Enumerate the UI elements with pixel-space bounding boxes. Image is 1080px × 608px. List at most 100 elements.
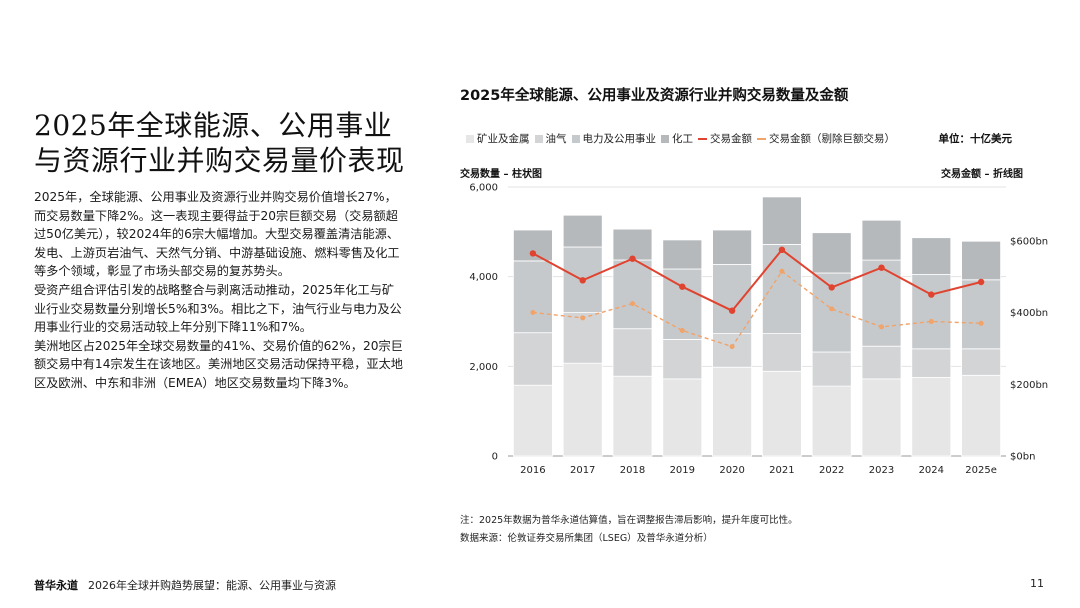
page-number: 11 (1030, 577, 1044, 590)
line-deal-value-ex (532, 270, 982, 348)
point-deal-value (728, 307, 736, 314)
bar-oil-gas (761, 333, 802, 372)
page-title: 2025年全球能源、公用事业与资源行业并购交易量价表现 (34, 109, 405, 177)
legend-swatch-chemicals (661, 134, 669, 143)
bar-power (761, 244, 802, 334)
bar-chemicals (662, 239, 703, 270)
x-tick-label: 2019 (670, 465, 695, 476)
footer-report-title: 2026年全球并购趋势展望：能源、公用事业与资源 (88, 579, 336, 592)
legend-item-power: 电力及公用事业 (571, 131, 657, 146)
bar-mining (662, 378, 703, 457)
left-axis-title: 交易数量 – 柱状图 (460, 169, 542, 180)
bar-power (911, 274, 952, 350)
bar-power (662, 268, 703, 340)
chart-note: 注：2025年数据为普华永道估算值，旨在调整报告滞后影响，提升年度可比性。 (460, 515, 798, 526)
bar-oil-gas (662, 338, 703, 380)
bar-chemicals (861, 219, 902, 261)
bar-power (612, 259, 653, 330)
point-deal-value-ex (679, 328, 685, 333)
right-tick-label: $0bn (1010, 452, 1035, 463)
unit-label: 单位：十亿美元 (938, 133, 1013, 145)
right-tick-label: $200bn (1010, 380, 1048, 391)
point-deal-value (878, 264, 885, 271)
bar-chemicals (712, 229, 753, 265)
bar-mining (562, 362, 603, 457)
right-axis-title: 交易金额 – 折线图 (941, 169, 1023, 180)
point-deal-value-ex (879, 324, 884, 330)
bar-mining (811, 385, 852, 457)
point-deal-value (579, 277, 586, 284)
left-tick-label: 6,000 (469, 183, 498, 194)
point-deal-value-ex (580, 315, 586, 321)
bar-oil-gas (513, 332, 553, 386)
x-tick-label: 2022 (819, 465, 844, 476)
legend-label-chemicals: 化工 (672, 133, 693, 145)
body-text: 2025年，全球能源、公用事业及资源行业并购交易价值增长27%，而交易数量下降2… (34, 188, 406, 393)
x-tick-label: 2023 (869, 465, 894, 476)
combo-chart: 0 2,000 4,000 6,000 $0bn $200bn $400bn $600bn 20… (469, 183, 1048, 477)
chart-legend: 矿业及金属 油气 电力及公用事业 化工 交易金额 交易金额（剔除巨额交易） (466, 131, 900, 146)
footer-brand: 普华永道 (34, 579, 78, 592)
legend-swatch-mining (466, 134, 474, 143)
left-tick-label: 2,000 (469, 362, 498, 373)
bar-oil-gas (612, 328, 653, 377)
point-deal-value (977, 278, 985, 286)
point-deal-value (629, 255, 636, 262)
legend-swatch-power (571, 134, 580, 143)
point-deal-value-ex (729, 344, 735, 350)
legend-item-oil-gas: 油气 (534, 131, 567, 146)
footer: 普华永道 2026年全球并购趋势展望：能源、公用事业与资源 (34, 577, 336, 593)
point-deal-value (679, 283, 686, 290)
line-deal-value (532, 248, 982, 312)
legend-label-oil-gas: 油气 (545, 133, 567, 145)
point-deal-value (778, 246, 786, 253)
legend-item-deal-value: 交易金额 (698, 131, 752, 146)
bar-power (961, 279, 1002, 350)
bar-chemicals (811, 232, 852, 274)
paragraph-3: 美洲地区占2025年全球交易数量的41%、交易价值的62%，20宗巨额交易中有1… (34, 338, 403, 390)
left-tick-label: 0 (492, 452, 498, 463)
bar-chemicals (761, 196, 802, 245)
legend-label-mining: 矿业及金属 (477, 133, 530, 145)
bar-oil-gas (562, 312, 603, 364)
bar-mining (761, 370, 802, 457)
point-deal-value-ex (630, 301, 635, 307)
bar-mining (712, 366, 753, 457)
chart-title: 2025年全球能源、公用事业及资源行业并购交易数量及金额 (460, 88, 849, 104)
legend-swatch-deal-value-ex (757, 137, 766, 140)
point-deal-value-ex (829, 306, 835, 312)
point-deal-value-ex (978, 320, 984, 326)
point-deal-value-ex (928, 319, 934, 324)
bar-mining (612, 375, 653, 457)
bar-chemicals (612, 228, 653, 261)
x-tick-label: 2021 (769, 465, 794, 476)
bar-chemicals (961, 240, 1002, 281)
point-deal-value (928, 291, 935, 298)
x-tick-label: 2025e (965, 465, 997, 476)
bar-oil-gas (911, 348, 952, 378)
x-tick-label: 2016 (520, 465, 545, 476)
point-deal-value-ex (530, 310, 536, 315)
point-deal-value-ex (779, 268, 785, 274)
legend-item-chemicals: 化工 (661, 131, 693, 146)
x-tick-label: 2017 (570, 465, 595, 476)
bar-oil-gas (961, 348, 1002, 376)
bar-power (712, 264, 753, 334)
legend-swatch-oil-gas (534, 134, 543, 143)
bar-mining (861, 378, 902, 457)
bar-chemicals (562, 214, 603, 248)
paragraph-2: 受资产组合评估引发的战略整合与剥离活动推动，2025年化工与矿业行业交易数量分别… (34, 282, 402, 335)
bar-oil-gas (861, 345, 902, 380)
legend-item-deal-value-ex: 交易金额（剔除巨额交易） (757, 131, 895, 146)
point-deal-value (828, 284, 835, 291)
bar-mining (961, 374, 1002, 457)
paragraph-1: 2025年，全球能源、公用事业及资源行业并购交易价值增长27%，而交易数量下降2… (34, 190, 400, 279)
bar-mining (513, 384, 553, 457)
bar-mining (911, 377, 952, 457)
bar-oil-gas (811, 351, 852, 387)
data-source: 数据来源：伦敦证券交易所集团（LSEG）及普华永道分析） (460, 533, 713, 544)
legend-label-power: 电力及公用事业 (582, 133, 657, 145)
x-tick-label: 2024 (919, 465, 944, 476)
legend-label-deal-value: 交易金额 (710, 133, 752, 145)
bar-oil-gas (712, 333, 753, 368)
